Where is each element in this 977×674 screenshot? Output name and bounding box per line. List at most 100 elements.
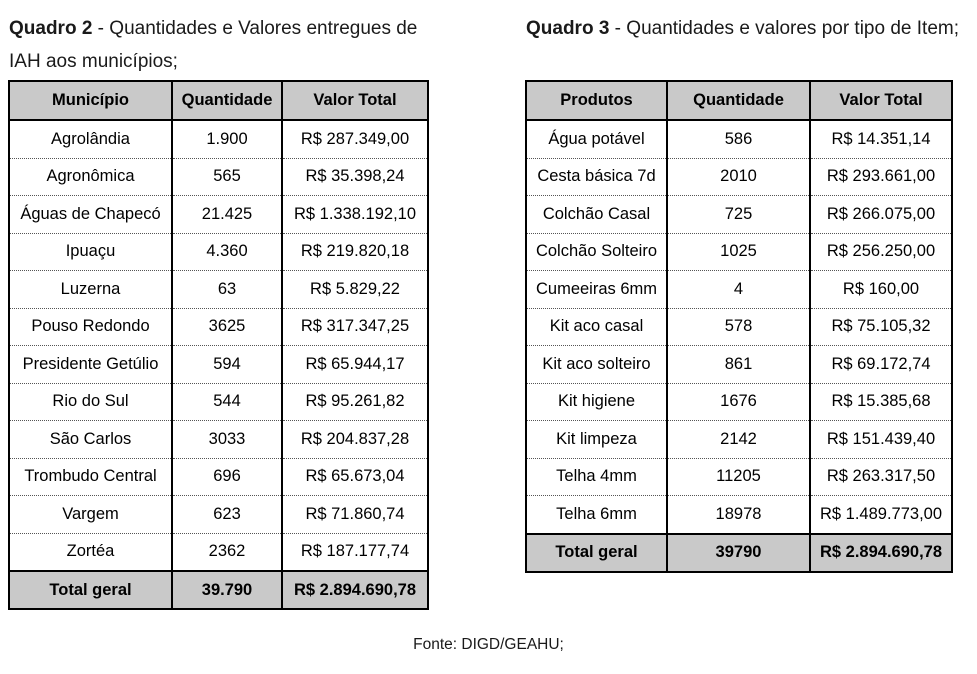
table-cell-col-2: 1.900 [171, 120, 283, 159]
table-cell-col-1: Pouso Redondo [8, 308, 173, 346]
column-header: Quantidade [666, 80, 811, 121]
table-cell-col-3: R$ 263.317,50 [809, 458, 953, 496]
total-cell-col-2: 39.790 [171, 570, 283, 610]
table-cell-col-3: R$ 160,00 [809, 270, 953, 309]
table-cell-col-2: 11205 [666, 458, 811, 496]
quadro2-caption-text: - Quantidades e Valores entregues de IAH… [9, 18, 418, 72]
table-cell-col-3: R$ 5.829,22 [281, 270, 429, 309]
column-header: Valor Total [809, 80, 953, 121]
table-cell-col-1: Luzerna [8, 270, 173, 309]
table-cell-col-3: R$ 65.673,04 [281, 458, 429, 496]
total-cell-col-3: R$ 2.894.690,78 [281, 570, 429, 610]
table-row: Kit higiene 1676 R$ 15.385,68 [525, 383, 953, 421]
table-cell-col-3: R$ 256.250,00 [809, 233, 953, 271]
table-cell-col-1: Cumeeiras 6mm [525, 270, 668, 309]
table-row: Telha 4mm 11205 R$ 263.317,50 [525, 458, 953, 496]
table-total-row: Total geral 39.790 R$ 2.894.690,78 [8, 570, 429, 610]
source-note: Fonte: DIGD/GEAHU; [413, 636, 564, 653]
quadro3-table: Produtos Quantidade Valor Total Água potáv… [525, 80, 953, 573]
table-cell-col-2: 696 [171, 458, 283, 496]
table-row: Trombudo Central 696 R$ 65.673,04 [8, 458, 429, 496]
table-cell-col-2: 578 [666, 308, 811, 346]
table-cell-col-2: 3625 [171, 308, 283, 346]
table-cell-col-3: R$ 204.837,28 [281, 420, 429, 459]
table-cell-col-3: R$ 69.172,74 [809, 345, 953, 384]
table-cell-col-2: 586 [666, 120, 811, 159]
table-cell-col-3: R$ 71.860,74 [281, 495, 429, 534]
total-cell-col-2: 39790 [666, 532, 811, 573]
table-cell-col-1: Ipuaçu [8, 233, 173, 271]
table-cell-col-2: 4.360 [171, 233, 283, 271]
quadro2-table: Município Quantidade Valor Total Agrolândi… [8, 80, 429, 610]
table-cell-col-1: Colchão Solteiro [525, 233, 668, 271]
table-row: Água potável 586 R$ 14.351,14 [525, 120, 953, 159]
table-header-row: Município Quantidade Valor Total [8, 80, 429, 121]
table-total-row: Total geral 39790 R$ 2.894.690,78 [525, 532, 953, 573]
quadro3-caption: Quadro 3 - Quantidades e valores por tip… [526, 12, 976, 45]
table-cell-col-2: 63 [171, 270, 283, 309]
table-row: Colchão Casal 725 R$ 266.075,00 [525, 195, 953, 234]
table-row: Pouso Redondo 3625 R$ 317.347,25 [8, 308, 429, 346]
table-cell-col-3: R$ 14.351,14 [809, 120, 953, 159]
table-cell-col-2: 2142 [666, 420, 811, 459]
table-row: Agronômica 565 R$ 35.398,24 [8, 158, 429, 196]
table-header-row: Produtos Quantidade Valor Total [525, 80, 953, 121]
table-cell-col-3: R$ 293.661,00 [809, 158, 953, 196]
table-cell-col-1: Telha 6mm [525, 495, 668, 534]
table-cell-col-1: Agronômica [8, 158, 173, 196]
table-row: Águas de Chapecó 21.425 R$ 1.338.192,10 [8, 195, 429, 234]
table-cell-col-3: R$ 317.347,25 [281, 308, 429, 346]
quadro2-caption: Quadro 2 - Quantidades e Valores entregu… [9, 12, 449, 78]
table-cell-col-3: R$ 65.944,17 [281, 345, 429, 384]
table-cell-col-3: R$ 1.489.773,00 [809, 495, 953, 534]
table-row: Cumeeiras 6mm 4 R$ 160,00 [525, 270, 953, 309]
table-cell-col-2: 21.425 [171, 195, 283, 234]
table-cell-col-2: 594 [171, 345, 283, 384]
table-cell-col-1: Águas de Chapecó [8, 195, 173, 234]
table-cell-col-2: 623 [171, 495, 283, 534]
table-cell-col-1: Vargem [8, 495, 173, 534]
table-cell-col-1: Kit limpeza [525, 420, 668, 459]
table-cell-col-2: 3033 [171, 420, 283, 459]
quadro3-caption-bold: Quadro 3 [526, 18, 610, 39]
table-cell-col-2: 4 [666, 270, 811, 309]
table-row: Kit aco casal 578 R$ 75.105,32 [525, 308, 953, 346]
table-cell-col-2: 2362 [171, 533, 283, 572]
column-header: Valor Total [281, 80, 429, 121]
table-row: Agrolândia 1.900 R$ 287.349,00 [8, 120, 429, 159]
table-row: Presidente Getúlio 594 R$ 65.944,17 [8, 345, 429, 384]
table-cell-col-1: Presidente Getúlio [8, 345, 173, 384]
table-cell-col-1: Trombudo Central [8, 458, 173, 496]
table-cell-col-2: 1025 [666, 233, 811, 271]
table-row: Rio do Sul 544 R$ 95.261,82 [8, 383, 429, 421]
table-cell-col-1: Água potável [525, 120, 668, 159]
table-row: Ipuaçu 4.360 R$ 219.820,18 [8, 233, 429, 271]
column-header: Quantidade [171, 80, 283, 121]
table-row: Telha 6mm 18978 R$ 1.489.773,00 [525, 495, 953, 534]
table-row: São Carlos 3033 R$ 204.837,28 [8, 420, 429, 459]
table-row: Kit limpeza 2142 R$ 151.439,40 [525, 420, 953, 459]
table-cell-col-3: R$ 1.338.192,10 [281, 195, 429, 234]
table-cell-col-1: Kit aco solteiro [525, 345, 668, 384]
table-cell-col-1: Telha 4mm [525, 458, 668, 496]
table-cell-col-1: Agrolândia [8, 120, 173, 159]
table-cell-col-1: Rio do Sul [8, 383, 173, 421]
table-cell-col-3: R$ 266.075,00 [809, 195, 953, 234]
quadro3-caption-text: - Quantidades e valores por tipo de Item… [609, 18, 959, 39]
table-row: Vargem 623 R$ 71.860,74 [8, 495, 429, 534]
table-cell-col-3: R$ 35.398,24 [281, 158, 429, 196]
table-cell-col-3: R$ 287.349,00 [281, 120, 429, 159]
column-header: Produtos [525, 80, 668, 121]
table-cell-col-2: 565 [171, 158, 283, 196]
table-cell-col-3: R$ 95.261,82 [281, 383, 429, 421]
table-cell-col-1: Kit higiene [525, 383, 668, 421]
table-cell-col-3: R$ 75.105,32 [809, 308, 953, 346]
table-cell-col-3: R$ 151.439,40 [809, 420, 953, 459]
total-cell-col-1: Total geral [8, 570, 173, 610]
table-cell-col-1: Kit aco casal [525, 308, 668, 346]
table-row: Colchão Solteiro 1025 R$ 256.250,00 [525, 233, 953, 271]
table-cell-col-2: 2010 [666, 158, 811, 196]
table-cell-col-3: R$ 15.385,68 [809, 383, 953, 421]
table-row: Cesta básica 7d 2010 R$ 293.661,00 [525, 158, 953, 196]
total-cell-col-1: Total geral [525, 532, 668, 573]
